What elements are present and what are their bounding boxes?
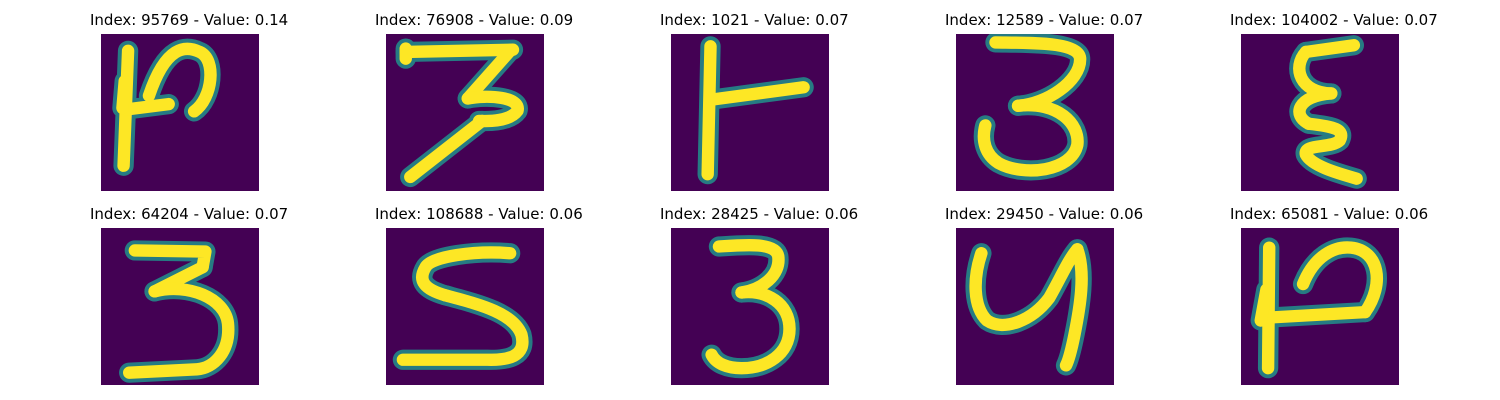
panel-title: Index: 1021 - Value: 0.07 xyxy=(660,11,849,29)
panel-title: Index: 108688 - Value: 0.06 xyxy=(375,205,583,223)
panel-title: Index: 64204 - Value: 0.07 xyxy=(90,205,289,223)
panel-title: Index: 76908 - Value: 0.09 xyxy=(375,11,574,29)
digit-image xyxy=(386,228,544,385)
digit-image xyxy=(671,34,829,191)
panel-title: Index: 28425 - Value: 0.06 xyxy=(660,205,859,223)
digit-image xyxy=(671,228,829,385)
panel-title: Index: 12589 - Value: 0.07 xyxy=(945,11,1144,29)
digit-image xyxy=(101,34,259,191)
panel-title: Index: 65081 - Value: 0.06 xyxy=(1230,205,1429,223)
panel-title: Index: 29450 - Value: 0.06 xyxy=(945,205,1144,223)
panel-title: Index: 95769 - Value: 0.14 xyxy=(90,11,289,29)
digit-image xyxy=(956,228,1114,385)
digit-image xyxy=(1241,228,1399,385)
digit-image xyxy=(386,34,544,191)
digit-image xyxy=(1241,34,1399,191)
panel-title: Index: 104002 - Value: 0.07 xyxy=(1230,11,1438,29)
digit-image xyxy=(101,228,259,385)
digit-image xyxy=(956,34,1114,191)
